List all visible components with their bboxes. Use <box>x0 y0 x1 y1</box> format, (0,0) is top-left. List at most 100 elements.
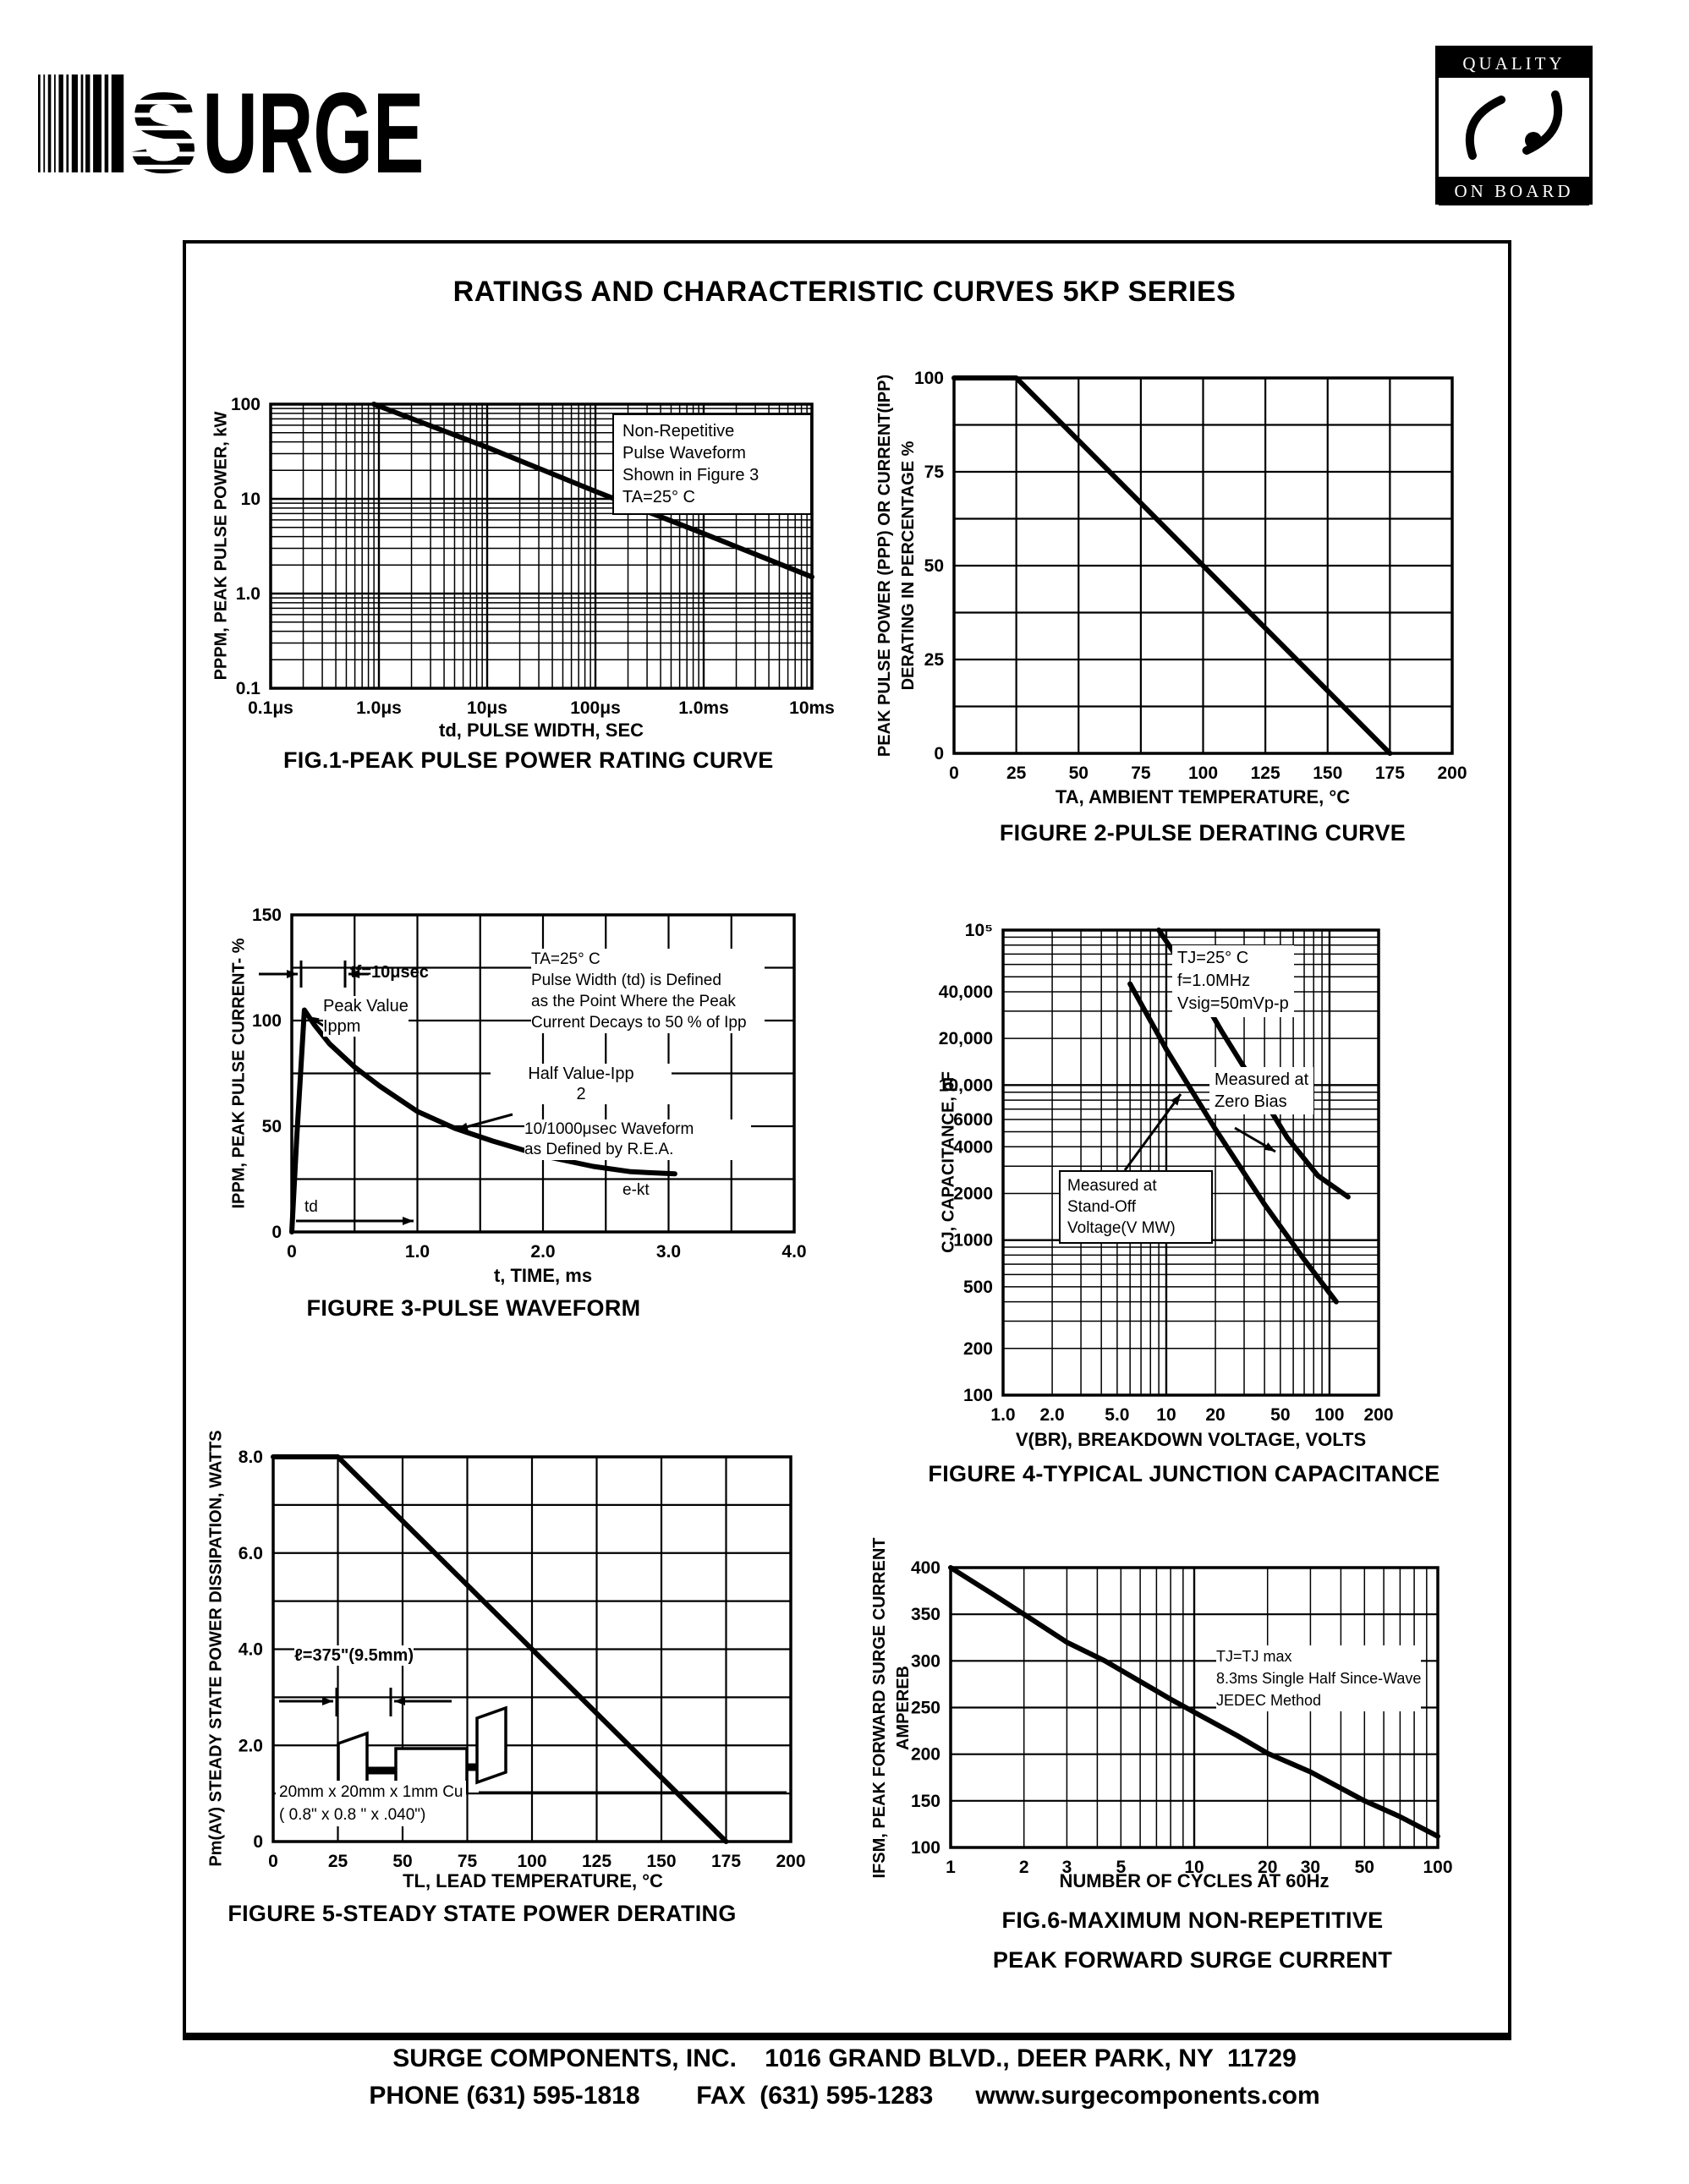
surge-logo: S URGE <box>38 68 424 188</box>
fig1-x-axis-label: td, PULSE WIDTH, SEC <box>439 720 644 741</box>
fig6-y-tick: 300 <box>911 1651 940 1671</box>
fig3-td-label: td <box>304 1198 318 1216</box>
fig1-y-tick: 10 <box>241 490 260 509</box>
fig5-copper-pad-note: 20mm x 20mm x 1mm Cu ( 0.8" x 0.8 " x .0… <box>276 1781 467 1826</box>
fig4-standoff-label: Measured at Stand-Off Voltage(V MW) <box>1059 1170 1213 1244</box>
fig6-conditions-note: TJ=TJ max 8.3ms Single Half Since-Wave J… <box>1216 1645 1422 1711</box>
fig4-y-axis-label: CJ, CAPACITANCE, pF <box>939 1071 958 1253</box>
fig6-y-axis-label: IFSM, PEAK FORWARD SURGE CURRENT AMPEREB <box>870 1537 913 1879</box>
fig4-y-tick: 500 <box>963 1278 993 1297</box>
fig6-x-tick: 2 <box>1019 1858 1029 1877</box>
fig6-x-axis-label: NUMBER OF CYCLES AT 60Hz <box>1059 1870 1330 1891</box>
fig2-x-tick: 200 <box>1437 764 1467 783</box>
fig6-x-tick: 100 <box>1423 1858 1452 1877</box>
fig6-y-tick: 350 <box>911 1605 940 1624</box>
fig2-x-tick: 150 <box>1313 764 1342 783</box>
fig2-x-tick: 25 <box>1006 764 1027 783</box>
fig6-y-tick: 250 <box>911 1699 940 1718</box>
fig2-y-tick: 25 <box>924 650 945 670</box>
fig6-x-tick: 3 <box>1062 1858 1072 1877</box>
chart-decorations <box>259 961 1276 1794</box>
fig5-y-tick: 8.0 <box>239 1448 263 1467</box>
fig3-x-tick: 2.0 <box>530 1242 555 1262</box>
fig2-caption: FIGURE 2-PULSE DERATING CURVE <box>999 820 1407 846</box>
fig2-x-axis-label: TA, AMBIENT TEMPERATURE, °C <box>1055 786 1351 807</box>
fig3-half-value-label: Half Value-Ipp 2 <box>491 1064 672 1104</box>
fig6-x-tick: 5 <box>1116 1858 1126 1877</box>
fig1-x-tick: 1.0μs <box>356 698 402 718</box>
logo-letter-s: S <box>129 68 199 188</box>
fig5-series <box>271 1454 729 1844</box>
fig3-tf-label: tf=10μsec <box>350 963 429 982</box>
fig3-y-tick: 50 <box>262 1117 282 1136</box>
fig4-y-tick: 10,000 <box>939 1076 993 1095</box>
fig3-peak-value-label: Peak Value Ippm <box>323 996 409 1037</box>
fig5-y-tick: 2.0 <box>239 1736 263 1755</box>
fig1-x-tick: 10ms <box>789 698 835 718</box>
fig4-x-tick: 100 <box>1314 1405 1344 1425</box>
fig3-x-tick: 4.0 <box>781 1242 806 1262</box>
fig4-y-tick: 10⁵ <box>965 921 993 940</box>
fig4-y-tick: 1000 <box>953 1231 993 1251</box>
fig5-x-tick: 175 <box>711 1852 741 1871</box>
fig2-y-tick: 0 <box>934 744 944 764</box>
fig4-y-tick: 100 <box>963 1386 993 1405</box>
fig5-x-tick: 150 <box>646 1852 676 1871</box>
fig3-x-tick: 1.0 <box>405 1242 430 1262</box>
fig1-x-tick: 1.0ms <box>678 698 729 718</box>
fig2-y-tick: 100 <box>914 369 944 388</box>
fig3-caption: FIGURE 3-PULSE WAVEFORM <box>306 1295 641 1321</box>
footer-contact-info: PHONE (631) 595-1818 FAX (631) 595-1283 … <box>369 2082 1320 2110</box>
fig1-x-tick: 100μs <box>570 698 621 718</box>
fig6-x-tick: 1 <box>946 1858 956 1877</box>
fig4-x-tick: 2.0 <box>1039 1405 1064 1425</box>
fig5-y-axis-label: Pm(AV) STEADY STATE POWER DISSIPATION, W… <box>206 1430 226 1867</box>
logo-letters-urge: URGE <box>202 68 424 188</box>
fig5-y-tick: 0 <box>253 1832 263 1852</box>
fig5-caption: FIGURE 5-STEADY STATE POWER DERATING <box>228 1901 737 1926</box>
fig4-x-tick: 5.0 <box>1105 1405 1129 1425</box>
fig5-x-axis-label: TL, LEAD TEMPERATURE, °C <box>403 1870 663 1891</box>
fig4-x-axis-label: V(BR), BREAKDOWN VOLTAGE, VOLTS <box>1015 1429 1367 1450</box>
fig4-caption: FIGURE 4-TYPICAL JUNCTION CAPACITANCE <box>928 1461 1440 1486</box>
quality-label: QUALITY <box>1439 49 1589 78</box>
fig6-x-tick: 10 <box>1184 1858 1204 1877</box>
fig1-y-axis-label: PPPM, PEAK PULSE POWER, kW <box>211 411 231 681</box>
fig3-x-axis-label: t, TIME, ms <box>493 1265 593 1286</box>
fig3-waveform-note: 10/1000μsec Waveform as Defined by R.E.A… <box>524 1119 751 1160</box>
fig1-caption: FIG.1-PEAK PULSE POWER RATING CURVE <box>283 747 774 773</box>
logo-barcode <box>38 74 124 172</box>
fig4-y-tick: 40,000 <box>939 983 993 1002</box>
fig5-y-tick: 6.0 <box>239 1544 263 1563</box>
fig4-y-tick: 4000 <box>953 1137 993 1157</box>
fig2-series <box>951 375 1393 756</box>
fig5-x-tick: 50 <box>392 1852 412 1871</box>
fig4-y-tick: 6000 <box>953 1110 993 1130</box>
fig4-zero-bias-label: Measured at Zero Bias <box>1209 1067 1314 1114</box>
fig6-x-tick: 20 <box>1258 1858 1277 1877</box>
fig3-x-tick: 0 <box>287 1242 297 1262</box>
fig5-x-tick: 0 <box>268 1852 278 1871</box>
fig1-series <box>371 402 814 580</box>
fig2-x-tick: 125 <box>1251 764 1280 783</box>
content-frame <box>183 240 1511 2040</box>
fig4-series <box>1127 981 1339 1305</box>
fig1-x-tick: 0.1μs <box>248 698 293 718</box>
fig3-series <box>289 1007 677 1234</box>
on-board-label: ON BOARD <box>1439 177 1589 205</box>
fig6-series <box>948 1565 1440 1839</box>
fig2-x-tick: 100 <box>1188 764 1218 783</box>
fig1-y-tick: 100 <box>231 395 260 414</box>
fig6-x-tick: 50 <box>1355 1858 1374 1877</box>
fig3-y-axis-label: IPPM, PEAK PULSE CURRENT- % <box>229 938 249 1209</box>
fig3-y-tick: 150 <box>252 906 282 925</box>
fig1-conditions-note: Non-Repetitive Pulse Waveform Shown in F… <box>612 413 812 515</box>
fig6-y-tick: 200 <box>911 1745 940 1765</box>
fig4-y-tick: 2000 <box>953 1184 993 1203</box>
quality-swoosh-icon <box>1465 90 1563 160</box>
fig3-ekt-label: e-kt <box>622 1181 650 1199</box>
fig6-plot: 1 2 3 5 10 20 30 50 100 100 150 200 250 300 350 400 <box>911 1558 1453 1877</box>
fig3-y-tick: 0 <box>271 1223 282 1242</box>
